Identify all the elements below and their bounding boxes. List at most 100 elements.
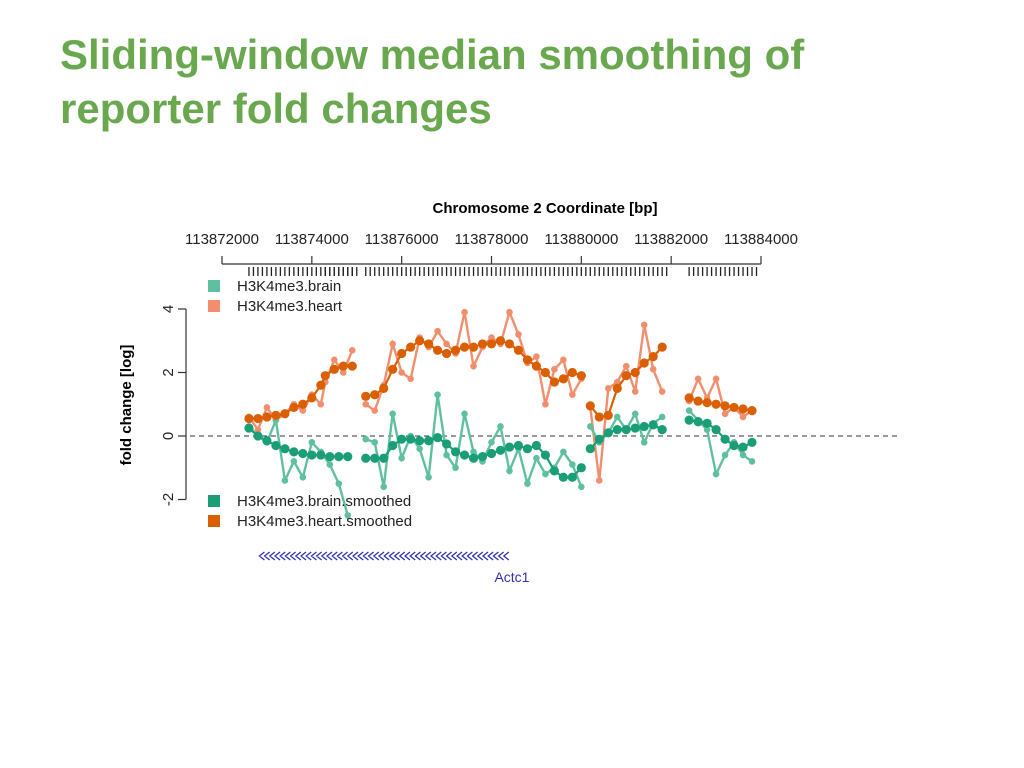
gene-label: Actc1: [494, 569, 529, 585]
x-tick-label: 113872000: [185, 231, 259, 248]
legend-label: H3K4me3.brain: [237, 278, 341, 295]
data-point: [524, 480, 531, 487]
plot-series: [244, 308, 757, 519]
legend-top: H3K4me3.brain H3K4me3.heart: [208, 278, 343, 315]
slide-title-line-2: reporter fold changes: [60, 85, 492, 132]
data-point: [587, 423, 594, 430]
x-tick-label: 113880000: [544, 231, 618, 248]
legend-label: H3K4me3.brain.smoothed: [237, 493, 411, 510]
data-point: [685, 407, 693, 414]
data-point: [361, 391, 371, 401]
data-point: [477, 339, 488, 349]
y-axis: -2 0 2 4: [160, 305, 187, 506]
data-point: [371, 407, 379, 414]
data-point: [459, 450, 470, 460]
data-point: [289, 447, 299, 457]
data-point: [739, 451, 747, 459]
legend-swatch: [208, 280, 220, 292]
data-point: [613, 378, 621, 386]
probe-tick-marks: [248, 267, 758, 276]
data-point: [343, 452, 353, 462]
data-point: [441, 439, 452, 449]
data-point: [540, 367, 551, 378]
data-point: [747, 437, 757, 447]
data-point: [560, 356, 567, 364]
data-point: [488, 334, 495, 341]
data-point: [317, 400, 325, 408]
data-point: [470, 448, 477, 456]
data-point: [684, 415, 694, 425]
data-point: [639, 421, 649, 432]
data-point: [425, 473, 432, 481]
data-point: [613, 413, 621, 421]
data-point: [739, 413, 747, 421]
x-axis: 113872000 113874000 113876000 113878000 1138…: [185, 231, 798, 265]
legend-swatch: [208, 300, 220, 312]
data-point: [434, 391, 441, 399]
data-point: [657, 425, 667, 435]
data-point: [604, 385, 612, 392]
data-point: [371, 439, 379, 446]
data-point: [298, 399, 308, 409]
data-point: [542, 400, 549, 408]
data-point: [281, 477, 289, 484]
slide-title-line-1: Sliding-window median smoothing of: [60, 31, 805, 78]
data-point: [531, 361, 542, 371]
data-point: [271, 440, 281, 451]
data-point: [576, 371, 586, 381]
data-point: [549, 466, 559, 476]
y-tick-label: 4: [160, 305, 177, 313]
data-point: [334, 452, 344, 462]
data-point: [398, 369, 405, 376]
y-tick-label: -2: [160, 493, 177, 506]
data-point: [522, 444, 533, 454]
data-point: [639, 358, 649, 368]
data-point: [434, 327, 441, 335]
data-point: [585, 401, 595, 411]
data-point: [253, 413, 263, 424]
data-point: [299, 407, 307, 414]
data-point: [506, 467, 513, 475]
data-point: [299, 473, 307, 481]
data-point: [684, 393, 694, 403]
data-point: [495, 445, 506, 455]
data-point: [693, 417, 703, 427]
x-tick-label: 113874000: [275, 231, 349, 248]
data-point: [542, 470, 549, 478]
data-point: [380, 483, 388, 491]
data-point: [576, 463, 586, 473]
data-point: [515, 331, 522, 338]
data-point: [569, 461, 576, 468]
legend-label: H3K4me3.heart: [237, 298, 343, 315]
data-point: [506, 308, 513, 316]
data-point: [290, 458, 298, 465]
series-line: [589, 324, 664, 481]
data-point: [497, 423, 504, 430]
data-point: [488, 439, 495, 446]
data-point: [621, 425, 631, 435]
data-point: [263, 404, 271, 411]
gene-strand-arrows: [258, 551, 510, 561]
data-point: [631, 388, 639, 395]
legend-swatch: [208, 515, 220, 527]
data-point: [495, 336, 506, 346]
data-point: [459, 342, 470, 352]
data-point: [443, 451, 450, 459]
data-point: [362, 400, 370, 408]
data-point: [307, 450, 317, 460]
data-point: [640, 321, 648, 329]
data-point: [649, 366, 657, 373]
data-point: [415, 336, 425, 346]
data-point: [712, 375, 720, 383]
data-point: [407, 375, 414, 383]
data-point: [657, 342, 667, 352]
data-point: [578, 483, 585, 491]
data-point: [433, 432, 443, 443]
data-point: [347, 361, 357, 371]
x-tick-label: 113878000: [455, 231, 529, 248]
data-point: [262, 436, 272, 446]
data-point: [316, 450, 326, 460]
data-point: [540, 450, 551, 460]
data-point: [702, 418, 712, 428]
series-h3k4me3-brain-smoothed: [244, 415, 757, 482]
